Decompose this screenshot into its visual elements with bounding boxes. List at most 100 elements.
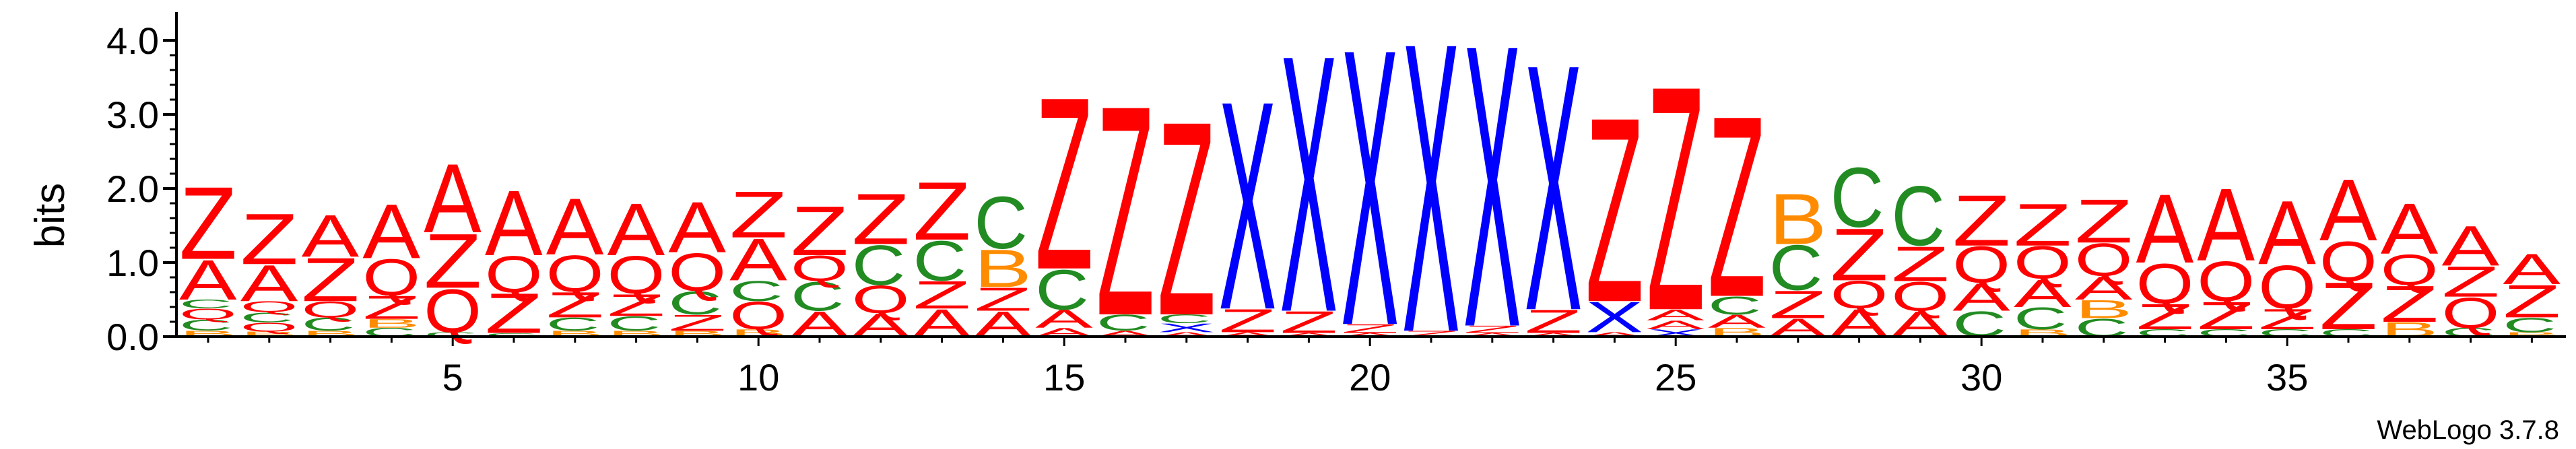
logo-letter-q: Q bbox=[2014, 237, 2072, 289]
logo-letter-c: C bbox=[974, 182, 1028, 265]
logo-letter-q: Q bbox=[424, 276, 482, 345]
logo-letter-c: C bbox=[668, 285, 722, 322]
logo-letter-x: X bbox=[1280, 0, 1337, 388]
logo-letter-z: Z bbox=[2197, 293, 2255, 337]
logo-letter-x: X bbox=[1219, 40, 1277, 372]
logo-letter-z: Z bbox=[546, 285, 604, 325]
logo-letter-a: A bbox=[424, 144, 482, 253]
logo-letter-x: X bbox=[1463, 0, 1521, 411]
logo-letter-a: A bbox=[1585, 331, 1643, 338]
logo-letter-a: A bbox=[2197, 167, 2255, 282]
logo-letter-q: Q bbox=[179, 306, 237, 323]
logo-letter-z: Z bbox=[1219, 302, 1277, 339]
logo-letter-a: A bbox=[2075, 269, 2133, 306]
logo-letter-x: X bbox=[1402, 0, 1460, 419]
logo-letter-q: Q bbox=[791, 248, 849, 289]
logo-letter-z: Z bbox=[1463, 324, 1521, 335]
logo-letter-a: A bbox=[1525, 332, 1583, 338]
logo-letter-c: C bbox=[852, 233, 906, 297]
logo-letter-z: Z bbox=[1585, 63, 1643, 357]
logo-letter-a: A bbox=[1158, 331, 1216, 338]
logo-letter-b: B bbox=[2503, 331, 2561, 338]
logo-letter-z: Z bbox=[1341, 322, 1399, 336]
logo-letter-c: C bbox=[1035, 258, 1089, 322]
logo-letter-a: A bbox=[179, 249, 237, 312]
x-tick-label: 10 bbox=[737, 356, 779, 399]
y-tick-label: 3.0 bbox=[106, 94, 159, 136]
logo-letter-z: Z bbox=[852, 178, 910, 260]
logo-letter-q: Q bbox=[546, 245, 604, 303]
logo-letter-a: A bbox=[2503, 244, 2561, 293]
logo-letter-c: C bbox=[1096, 310, 1150, 336]
logo-letter-z: Z bbox=[1158, 64, 1216, 374]
logo-letter-a: A bbox=[485, 172, 543, 275]
logo-letter-z: Z bbox=[1830, 213, 1888, 296]
logo-letter-a: A bbox=[2319, 162, 2377, 259]
logo-letter-z: Z bbox=[2075, 186, 2133, 256]
logo-letter-z: Z bbox=[791, 193, 849, 271]
logo-letter-z: Z bbox=[913, 165, 971, 258]
logo-letter-z: Z bbox=[607, 288, 665, 322]
logo-letter-a: A bbox=[546, 182, 604, 272]
logo-letter-a: A bbox=[1708, 311, 1766, 332]
logo-letter-q: Q bbox=[2442, 289, 2500, 337]
logo-letter-a: A bbox=[729, 227, 787, 293]
logo-letter-c: C bbox=[424, 331, 477, 338]
x-tick-label: 35 bbox=[2266, 356, 2308, 399]
logo-letter-c: C bbox=[1891, 170, 1945, 264]
logo-letter-a: A bbox=[2381, 189, 2439, 270]
logo-letter-q: Q bbox=[2319, 230, 2377, 293]
logo-letter-a: A bbox=[362, 188, 420, 274]
logo-letter-q: Q bbox=[852, 277, 910, 322]
x-tick-label: 5 bbox=[442, 356, 463, 399]
x-tick-label: 25 bbox=[1655, 356, 1696, 399]
logo-letter-a: A bbox=[240, 254, 298, 312]
logo-letter-z: Z bbox=[668, 310, 726, 336]
logo-letter-a: A bbox=[1280, 332, 1337, 338]
logo-letter-q: Q bbox=[302, 297, 360, 322]
y-tick-label: 1.0 bbox=[106, 242, 159, 284]
logo-letter-q: Q bbox=[240, 298, 298, 316]
logo-letter-z: Z bbox=[1096, 44, 1154, 379]
logo-letter-z: Z bbox=[2503, 275, 2561, 328]
y-axis-label: bits bbox=[27, 183, 73, 248]
logo-letter-z: Z bbox=[2319, 268, 2377, 343]
logo-letter-z: Z bbox=[1952, 180, 2010, 261]
logo-letter-c: C bbox=[302, 314, 356, 335]
logo-letter-z: Z bbox=[2442, 258, 2500, 306]
logo-letter-q: Q bbox=[2136, 252, 2194, 316]
logo-letter-z: Z bbox=[362, 289, 420, 326]
logo-letter-b: B bbox=[974, 238, 1032, 299]
logo-letter-b: B bbox=[362, 316, 420, 331]
logo-letter-z: Z bbox=[179, 166, 237, 281]
logo-letter-a: A bbox=[302, 203, 360, 269]
logo-letter-z: Z bbox=[2381, 275, 2439, 333]
logo-letter-c: C bbox=[179, 297, 233, 311]
axes: 0.0 1.0 2.0 3.0 4.0 5 10 15 20 25 30 35 bbox=[106, 12, 2566, 399]
logo-letter-z: Z bbox=[485, 281, 543, 345]
logo-letter-q: Q bbox=[2381, 246, 2439, 294]
logo-letter-a: A bbox=[1952, 275, 2010, 319]
logo-letter-q: Q bbox=[668, 242, 726, 302]
logo-letter-c: C bbox=[485, 332, 539, 338]
logo-letter-c: C bbox=[791, 273, 845, 320]
logo-letter-b: B bbox=[240, 330, 298, 338]
logo-letter-c: C bbox=[1769, 232, 1823, 304]
logo-letter-c: C bbox=[179, 316, 233, 334]
logo-letter-z: Z bbox=[1647, 20, 1705, 378]
logo-letter-z: Z bbox=[1525, 303, 1583, 340]
y-tick-label: 0.0 bbox=[106, 316, 159, 358]
logo-letter-z: Z bbox=[2014, 191, 2072, 258]
y-tick-label: 2.0 bbox=[106, 168, 159, 210]
logo-letter-c: C bbox=[913, 229, 967, 293]
logo-letter-q: Q bbox=[2258, 252, 2316, 322]
logo-letter-z: Z bbox=[729, 178, 787, 252]
logo-letter-b: B bbox=[1769, 179, 1827, 260]
logo-letter-a: A bbox=[1463, 332, 1521, 338]
logo-letter-c: C bbox=[1830, 151, 1884, 245]
logo-letter-z: Z bbox=[1708, 63, 1766, 351]
logo-letter-z: Z bbox=[974, 281, 1032, 318]
logo-letter-z: Z bbox=[1280, 305, 1337, 339]
logo-letter-c: C bbox=[1158, 312, 1212, 326]
